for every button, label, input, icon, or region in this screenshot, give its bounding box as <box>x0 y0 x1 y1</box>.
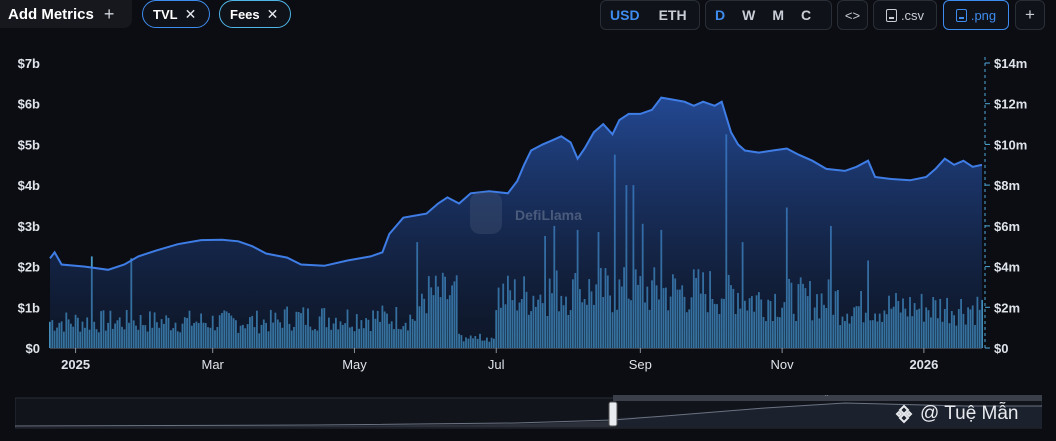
currency-option-eth[interactable]: ETH <box>658 7 687 23</box>
left-y-axis: $0 $1b $2b $3b $4b $5b $6b $7b <box>18 56 40 356</box>
credit-watermark: @ Tuệ Mẫn <box>894 403 1019 425</box>
download-png-button[interactable]: .png <box>943 0 1009 30</box>
tvl-area-fill <box>50 97 982 348</box>
watermark-text: DefiLlama <box>515 207 582 223</box>
close-icon[interactable]: ✕ <box>266 5 279 22</box>
tvl-area <box>49 96 983 348</box>
x-tick-label: Sep <box>629 357 652 372</box>
download-csv-button[interactable]: .csv <box>873 0 937 30</box>
left-y-tick-label: $0 <box>26 341 40 356</box>
embed-button[interactable]: <> <box>837 0 868 30</box>
period-option-d[interactable]: D <box>715 7 726 23</box>
add-metrics-label: Add Metrics <box>8 5 94 23</box>
period-option-m[interactable]: M <box>772 7 785 23</box>
x-tick-label: May <box>342 357 367 372</box>
right-y-tick-label: $14m <box>994 56 1027 71</box>
metric-pill-fees[interactable]: Fees ✕ <box>219 0 291 28</box>
close-icon[interactable]: ✕ <box>184 5 197 22</box>
credit-text: @ Tuệ Mẫn <box>920 403 1019 424</box>
right-y-tick-label: $6m <box>994 219 1020 234</box>
code-icon: <> <box>844 7 861 23</box>
tvl-line <box>49 96 983 271</box>
range-handle-left[interactable] <box>608 401 618 427</box>
x-tick-label: 2026 <box>909 357 938 372</box>
x-tick-label: Mar <box>202 357 225 372</box>
left-y-tick-label: $3b <box>18 219 40 234</box>
right-y-tick-label: $0 <box>994 341 1008 356</box>
image-icon <box>955 8 967 22</box>
chart-toolbar: Add Metrics + TVL ✕ Fees ✕ USD ETH D W M… <box>0 0 1056 30</box>
add-chart-button[interactable]: + <box>1015 0 1045 30</box>
range-window-bar[interactable] <box>613 395 1042 401</box>
add-metrics-button[interactable]: Add Metrics + <box>0 0 132 28</box>
x-tick-label: 2025 <box>61 357 90 372</box>
defillama-watermark: DefiLlama <box>470 192 582 234</box>
right-y-tick-label: $8m <box>994 178 1020 193</box>
metric-pill-label: Fees <box>230 6 260 22</box>
png-label: .png <box>970 7 997 23</box>
metric-pill-label: TVL <box>153 6 178 22</box>
currency-toggle: USD ETH <box>600 0 700 30</box>
plus-icon: + <box>1025 5 1035 24</box>
left-y-tick-label: $5b <box>18 137 40 152</box>
x-tick-label: Nov <box>771 357 795 372</box>
period-option-c[interactable]: C <box>801 7 812 23</box>
right-y-tick-label: $4m <box>994 260 1020 275</box>
period-option-w[interactable]: W <box>742 7 756 23</box>
left-y-tick-label: $6b <box>18 97 40 112</box>
left-y-tick-label: $2b <box>18 260 40 275</box>
left-y-tick-label: $1b <box>18 300 40 315</box>
x-axis: 2025 Mar May Jul Sep Nov 2026 <box>50 348 982 372</box>
left-y-tick-label: $7b <box>18 56 40 71</box>
tvl-fees-chart[interactable]: DefiLlama $0$1b$2b$3b$4b$5b$6b$7b $0$2m$… <box>0 40 1056 385</box>
drag-grip-icon[interactable]: '' <box>825 395 829 402</box>
right-y-tick-label: $2m <box>994 300 1020 315</box>
range-selector[interactable]: '' <box>15 395 1042 431</box>
metric-pill-tvl[interactable]: TVL ✕ <box>142 0 210 28</box>
file-icon <box>885 8 897 22</box>
period-toggle: D W M C <box>705 0 832 30</box>
currency-option-usd[interactable]: USD <box>610 7 640 23</box>
plus-icon: + <box>103 3 115 24</box>
x-tick-label: Jul <box>488 357 505 372</box>
right-y-axis: $0 $2m $4m $6m $8m $10m $12m $14m <box>984 56 1027 356</box>
left-y-tick-label: $4b <box>18 178 40 193</box>
right-y-tick-label: $10m <box>994 137 1027 152</box>
right-y-tick-label: $12m <box>994 97 1027 112</box>
binance-logo-icon <box>895 404 913 424</box>
csv-label: .csv <box>900 7 925 23</box>
